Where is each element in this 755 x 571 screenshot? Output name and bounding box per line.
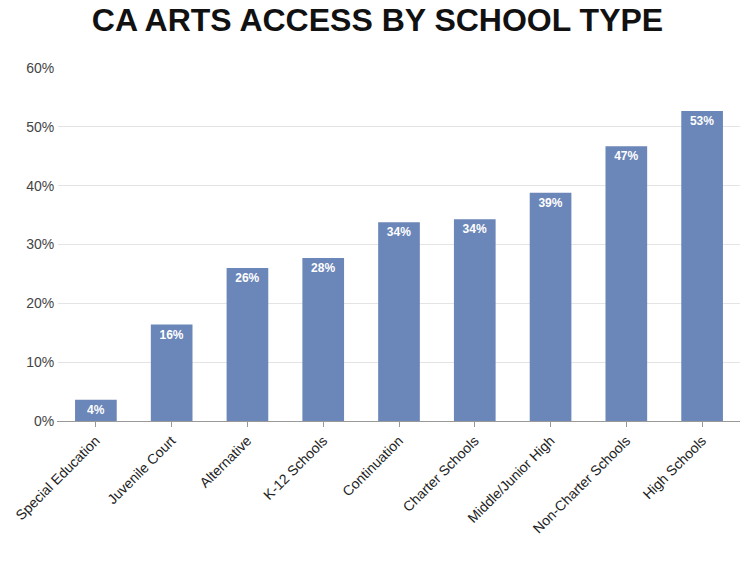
svg-text:Juvenile Court: Juvenile Court <box>104 432 179 507</box>
svg-text:39%: 39% <box>538 196 562 210</box>
svg-text:High Schools: High Schools <box>640 433 710 503</box>
svg-text:Continuation: Continuation <box>339 433 406 500</box>
svg-text:Charter Schools: Charter Schools <box>400 433 482 515</box>
svg-text:Special Education: Special Education <box>12 433 103 524</box>
svg-text:16%: 16% <box>159 328 183 342</box>
svg-text:47%: 47% <box>614 149 638 163</box>
svg-text:Non-Charter Schools: Non-Charter Schools <box>530 433 634 537</box>
svg-text:50%: 50% <box>26 119 54 135</box>
svg-text:60%: 60% <box>26 60 54 76</box>
svg-text:34%: 34% <box>387 225 411 239</box>
svg-text:30%: 30% <box>26 236 54 252</box>
svg-text:CA ARTS ACCESS BY SCHOOL TYPE: CA ARTS ACCESS BY SCHOOL TYPE <box>92 2 663 38</box>
svg-text:40%: 40% <box>26 178 54 194</box>
svg-text:Middle/Junior High: Middle/Junior High <box>464 433 557 526</box>
svg-text:0%: 0% <box>34 413 54 429</box>
svg-text:K-12 Schools: K-12 Schools <box>260 433 330 503</box>
svg-text:20%: 20% <box>26 295 54 311</box>
svg-text:10%: 10% <box>26 354 54 370</box>
svg-text:53%: 53% <box>690 114 714 128</box>
svg-text:Alternative: Alternative <box>196 432 254 490</box>
svg-text:28%: 28% <box>311 261 335 275</box>
svg-text:26%: 26% <box>235 271 259 285</box>
svg-text:34%: 34% <box>463 222 487 236</box>
svg-text:4%: 4% <box>87 403 105 417</box>
